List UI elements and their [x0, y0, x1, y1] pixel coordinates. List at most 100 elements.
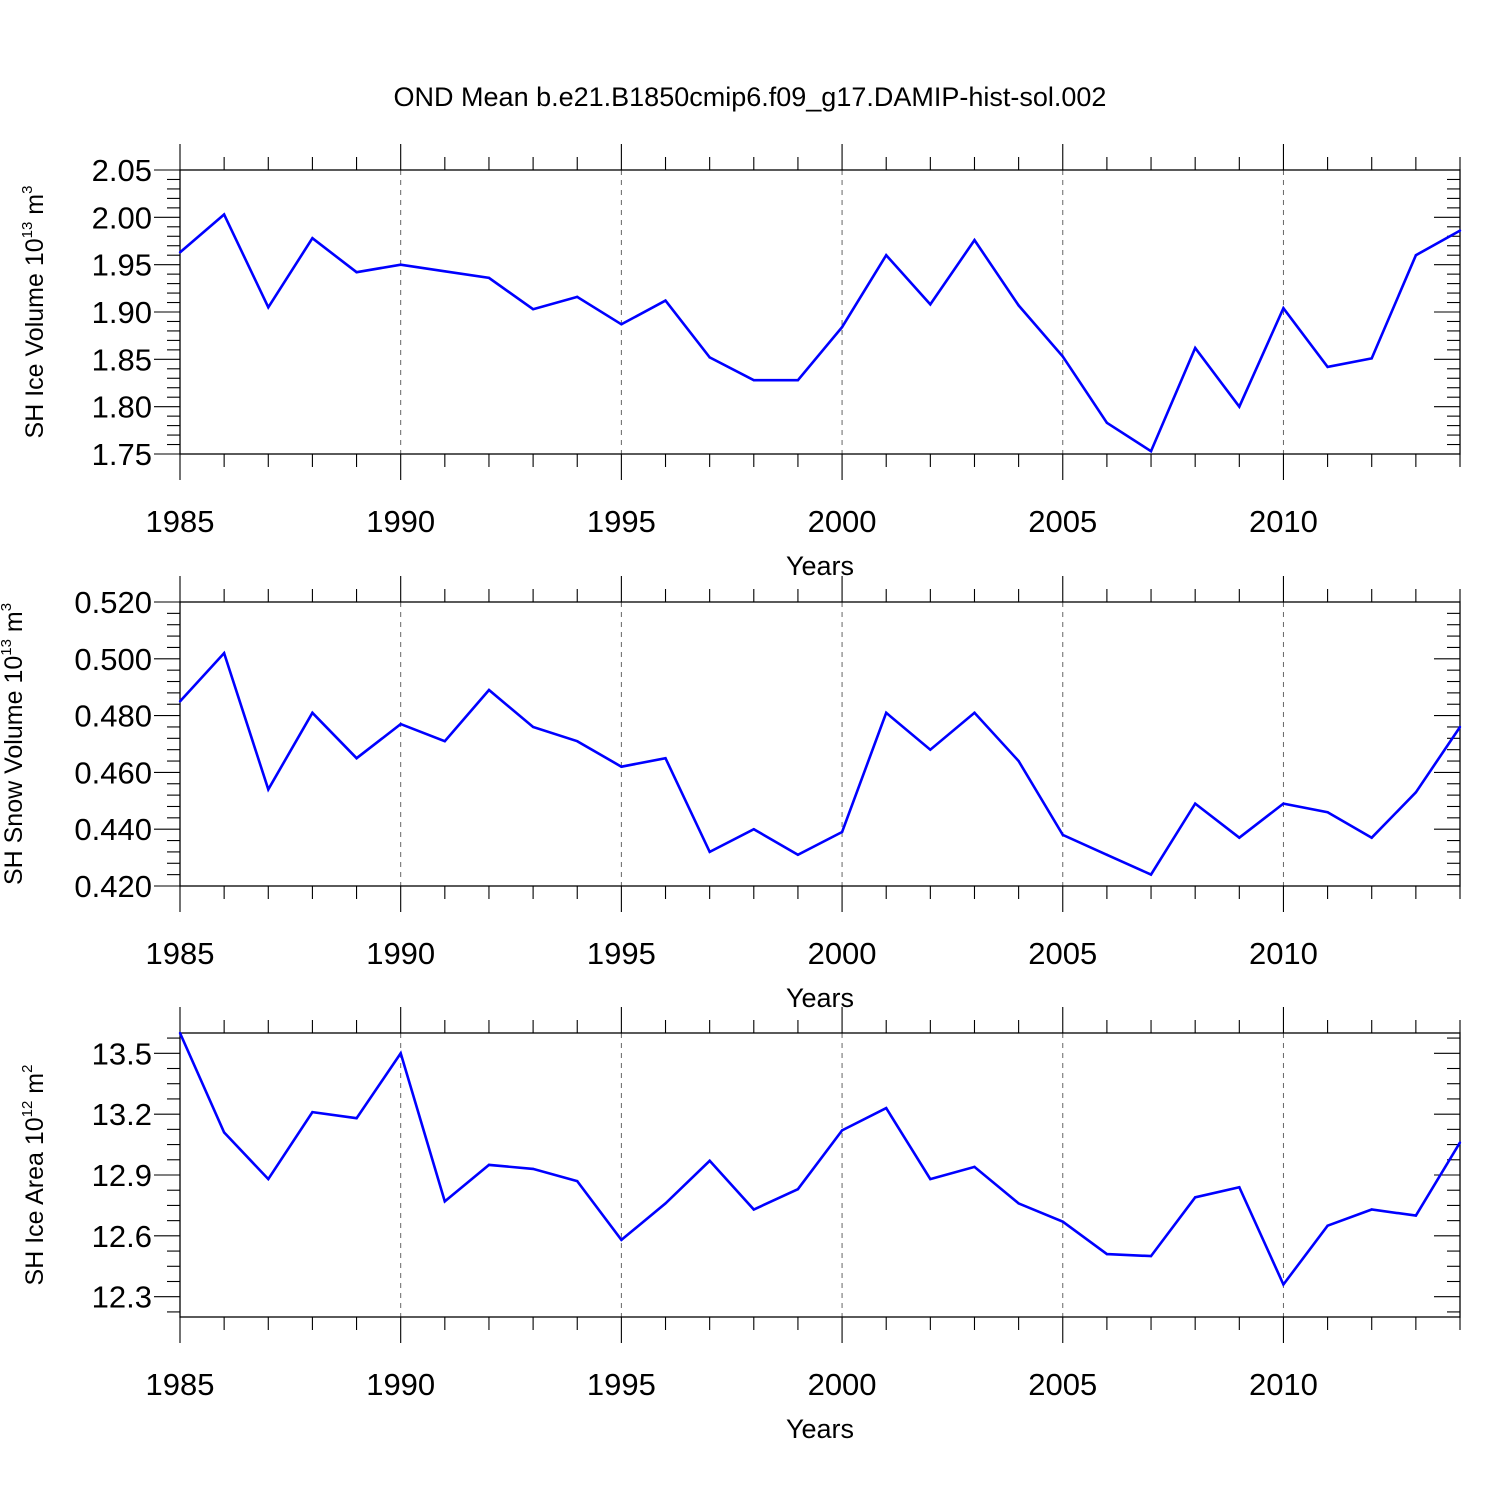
data-point — [531, 1167, 535, 1171]
data-point — [708, 356, 711, 359]
y-axis-label-text: SH Snow Volume 10 — [0, 656, 28, 885]
data-point — [1193, 346, 1197, 350]
x-tick-label: 1990 — [366, 936, 435, 971]
data-point — [1105, 853, 1109, 856]
y-axis-label: SH Ice Volume 1013 m3 — [19, 186, 49, 439]
y-axis-label-unit-power: 2 — [19, 1065, 36, 1073]
data-point — [752, 828, 755, 831]
y-tick-label: 12.6 — [92, 1219, 152, 1254]
data-point — [929, 748, 932, 751]
x-tick-label: 2000 — [808, 1367, 877, 1402]
data-point — [1326, 1224, 1329, 1227]
data-point — [752, 378, 755, 382]
data-point — [576, 1179, 579, 1183]
data-point — [267, 788, 270, 791]
data-point — [531, 307, 535, 311]
y-axis-label-text: SH Ice Volume 10 — [21, 238, 49, 438]
x-tick-label: 2010 — [1249, 1367, 1318, 1402]
data-point — [1105, 421, 1109, 424]
x-tick-label: 1990 — [366, 504, 435, 539]
y-tick-label: 1.75 — [92, 437, 152, 472]
data-point — [487, 1163, 491, 1167]
data-point — [311, 711, 314, 714]
data-point — [708, 850, 711, 854]
data-point — [1061, 1220, 1064, 1223]
series-line — [179, 212, 1461, 454]
data-point — [443, 1200, 447, 1203]
data-point — [1458, 1141, 1462, 1144]
data-point — [267, 1177, 270, 1181]
data-point — [885, 254, 888, 257]
y-tick-label: 0.500 — [74, 642, 152, 677]
data-point — [311, 236, 314, 240]
plot-frame — [179, 169, 1461, 455]
snow-volume-panel: 1985 1990 1995 2000 2005 2010 0.420 0.440 0.460 0… — [0, 576, 1462, 1013]
y-axis-label: SH Snow Volume 1013 m3 — [0, 603, 28, 885]
plot-frame — [179, 1032, 1461, 1318]
y-axis-label-exponent: 12 — [19, 1101, 36, 1118]
data-point — [1458, 725, 1462, 729]
data-point — [973, 238, 976, 242]
data-point — [840, 325, 844, 329]
x-tick-label: 1985 — [146, 936, 215, 971]
x-tick-label: 2000 — [808, 504, 877, 539]
data-point — [1061, 355, 1064, 358]
data-point — [1326, 810, 1329, 814]
x-tick-label: 1995 — [587, 504, 656, 539]
y-tick-label: 1.80 — [92, 390, 152, 425]
data-point — [1149, 1254, 1153, 1258]
data-point — [620, 1238, 623, 1242]
data-point — [1061, 833, 1064, 837]
data-point — [796, 378, 800, 382]
data-point — [1193, 1196, 1197, 1199]
data-point — [443, 270, 447, 273]
x-axis-label: Years — [786, 551, 854, 581]
data-point — [929, 303, 932, 306]
x-tick-label: 1985 — [146, 504, 215, 539]
x-tick-label: 1985 — [146, 1367, 215, 1402]
x-tick-label: 2005 — [1028, 1367, 1097, 1402]
y-tick-label: 1.85 — [92, 342, 152, 377]
data-point — [311, 1110, 314, 1114]
data-point — [885, 1106, 888, 1110]
y-tick-label: 1.95 — [92, 248, 152, 283]
y-axis-label: SH Ice Area 1012 m2 — [19, 1065, 49, 1286]
figure-title: OND Mean b.e21.B1850cmip6.f09_g17.DAMIP-… — [394, 82, 1107, 112]
data-point — [973, 1165, 976, 1169]
series-line — [179, 650, 1462, 877]
data-point — [355, 757, 358, 760]
y-axis-label-unit: m — [0, 611, 28, 639]
y-tick-label: 12.9 — [92, 1158, 152, 1193]
y-tick-label: 12.3 — [92, 1280, 152, 1315]
y-axis-label-unit-power: 3 — [0, 603, 15, 611]
data-point — [576, 739, 579, 743]
data-point — [1238, 405, 1241, 408]
data-point — [708, 1159, 711, 1163]
x-tick-label: 1995 — [587, 936, 656, 971]
data-point — [1282, 307, 1285, 310]
data-point — [620, 765, 623, 768]
y-axis-label-unit: m — [21, 1073, 49, 1101]
y-axis-label-exponent: 13 — [19, 222, 36, 239]
data-point — [1238, 1185, 1241, 1189]
data-point — [664, 1202, 667, 1205]
y-tick-label: 2.05 — [92, 153, 152, 188]
data-point — [222, 1131, 226, 1134]
y-axis-label-text: SH Ice Area 10 — [21, 1117, 49, 1285]
y-tick-label: 0.460 — [74, 755, 152, 790]
data-point — [1105, 1252, 1109, 1256]
data-point — [1414, 1214, 1418, 1217]
data-point — [1370, 1208, 1373, 1211]
data-point — [355, 271, 358, 274]
data-point — [1017, 1202, 1020, 1205]
data-point — [531, 725, 535, 729]
data-point — [487, 276, 491, 280]
x-tick-label: 2000 — [808, 936, 877, 971]
data-point — [1193, 802, 1197, 805]
data-point — [929, 1177, 932, 1181]
x-axis-label: Years — [786, 983, 854, 1013]
data-point — [1017, 759, 1020, 763]
ice-area-panel: 1985 1990 1995 2000 2005 2010 12.3 12.6 12.9 13.2… — [19, 1007, 1462, 1444]
x-tick-label: 1995 — [587, 1367, 656, 1402]
